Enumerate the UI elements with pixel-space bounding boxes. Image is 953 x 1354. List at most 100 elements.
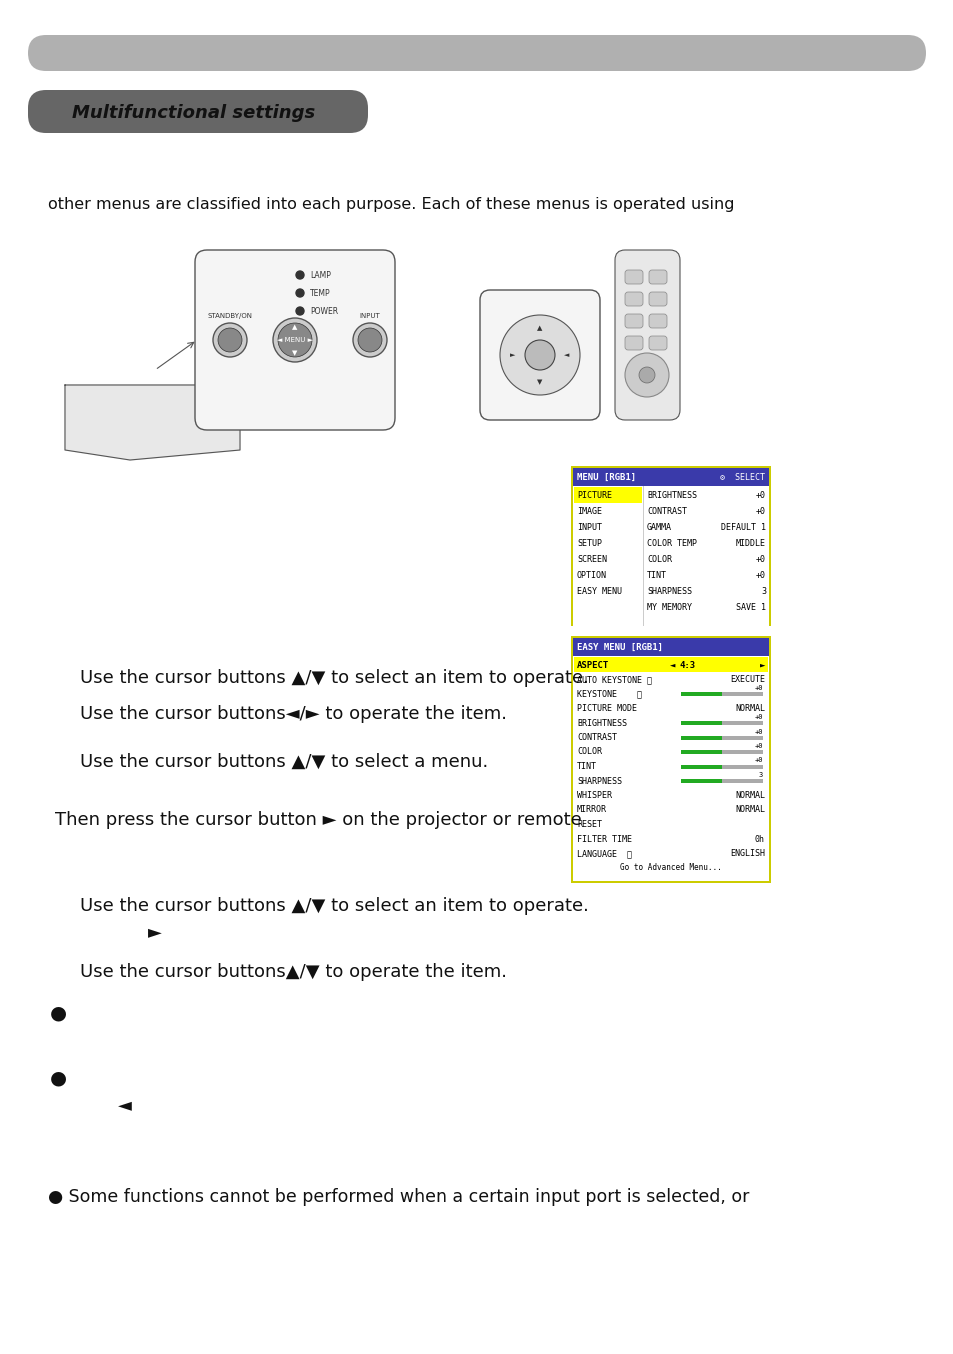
Text: ►: ► [148,923,162,941]
Text: ◄: ◄ [670,661,675,669]
FancyBboxPatch shape [648,314,666,328]
Text: NORMAL: NORMAL [734,704,764,714]
Text: 4:3: 4:3 [679,661,696,669]
Text: 3: 3 [760,588,765,597]
Text: RESET: RESET [577,821,601,829]
Bar [642,486,643,626]
Bar [680,720,762,724]
Text: +0: +0 [754,743,762,749]
Bar [680,779,721,783]
Bar [680,765,721,769]
Text: SCREEN: SCREEN [577,555,606,565]
Text: +0: +0 [755,571,765,581]
Text: TINT: TINT [646,571,666,581]
Bar [573,638,768,655]
FancyBboxPatch shape [615,250,679,420]
Bar [571,636,770,883]
Text: COLOR TEMP: COLOR TEMP [646,539,697,548]
Bar [680,692,762,696]
Text: ►: ► [759,661,764,669]
Circle shape [273,318,316,362]
Bar [573,655,768,881]
Text: INPUT: INPUT [359,313,380,320]
Text: Use the cursor buttons ▲/▼ to select an item to operate.: Use the cursor buttons ▲/▼ to select an … [80,896,588,915]
Text: +0: +0 [754,685,762,691]
Circle shape [499,315,579,395]
Text: IMAGE: IMAGE [577,508,601,516]
Text: KEYSTONE    ⓺: KEYSTONE ⓺ [577,689,641,699]
FancyBboxPatch shape [624,336,642,349]
Text: CONTRAST: CONTRAST [646,508,686,516]
Circle shape [295,271,304,279]
FancyBboxPatch shape [624,269,642,284]
Text: CONTRAST: CONTRAST [577,733,617,742]
Text: Use the cursor buttons▲/▼ to operate the item.: Use the cursor buttons▲/▼ to operate the… [80,963,506,982]
FancyBboxPatch shape [648,269,666,284]
Text: COLOR: COLOR [646,555,671,565]
Text: COLOR: COLOR [577,747,601,757]
Text: EXECUTE: EXECUTE [729,676,764,684]
Text: SAVE 1: SAVE 1 [735,604,765,612]
Text: +0: +0 [754,757,762,764]
Text: ●: ● [50,1003,67,1022]
Text: ▲: ▲ [292,324,297,330]
Text: ◄: ◄ [564,352,569,357]
Text: MENU [RGB1]: MENU [RGB1] [577,473,636,482]
Bar [573,468,768,486]
Text: Use the cursor buttons ▲/▼ to select a menu.: Use the cursor buttons ▲/▼ to select a m… [80,753,488,770]
Text: SHARPNESS: SHARPNESS [577,776,621,785]
FancyBboxPatch shape [28,89,368,133]
Text: PICTURE MODE: PICTURE MODE [577,704,637,714]
Text: +0: +0 [755,508,765,516]
Circle shape [295,307,304,315]
Text: Multifunctional settings: Multifunctional settings [72,104,315,122]
Text: TINT: TINT [577,762,597,770]
FancyBboxPatch shape [624,314,642,328]
Bar [680,750,762,754]
Bar [680,735,762,739]
FancyBboxPatch shape [648,336,666,349]
Text: 3: 3 [758,772,762,779]
Text: MY MEMORY: MY MEMORY [646,604,691,612]
Bar [680,720,721,724]
Circle shape [218,328,242,352]
FancyBboxPatch shape [194,250,395,431]
Circle shape [639,367,655,383]
Bar [571,466,770,626]
Circle shape [295,288,304,297]
Text: ►: ► [510,352,516,357]
FancyBboxPatch shape [479,290,599,420]
Text: BRIGHTNESS: BRIGHTNESS [577,719,626,727]
Text: ▲: ▲ [537,325,542,330]
Text: +0: +0 [754,728,762,734]
Text: TEMP: TEMP [310,288,331,298]
Text: ◄ MENU ►: ◄ MENU ► [276,337,313,343]
Text: ⚙  SELECT: ⚙ SELECT [720,473,764,482]
Text: ●: ● [50,1068,67,1087]
Text: BRIGHTNESS: BRIGHTNESS [646,492,697,501]
Text: MIRROR: MIRROR [577,806,606,815]
Text: INPUT: INPUT [577,524,601,532]
Text: Go to Advanced Menu...: Go to Advanced Menu... [619,864,721,872]
Text: EASY MENU [RGB1]: EASY MENU [RGB1] [577,643,662,651]
Text: SHARPNESS: SHARPNESS [646,588,691,597]
Text: Use the cursor buttons ▲/▼ to select an item to operate.: Use the cursor buttons ▲/▼ to select an … [80,669,588,686]
Text: LAMP: LAMP [310,271,331,279]
Text: Use the cursor buttons◄/► to operate the item.: Use the cursor buttons◄/► to operate the… [80,705,506,723]
Bar [680,779,762,783]
Text: POWER: POWER [310,306,337,315]
Text: AUTO KEYSTONE ⓺: AUTO KEYSTONE ⓺ [577,676,651,684]
Text: PICTURE: PICTURE [577,492,612,501]
Polygon shape [65,385,240,460]
Text: +0: +0 [755,555,765,565]
Text: DEFAULT 1: DEFAULT 1 [720,524,765,532]
Text: ▼: ▼ [292,349,297,356]
Text: STANDBY/ON: STANDBY/ON [208,313,253,320]
Bar [680,750,721,754]
Bar [680,765,762,769]
FancyBboxPatch shape [28,35,925,70]
FancyBboxPatch shape [624,292,642,306]
Text: FILTER TIME: FILTER TIME [577,834,631,844]
Bar [680,735,721,739]
Text: NORMAL: NORMAL [734,791,764,800]
